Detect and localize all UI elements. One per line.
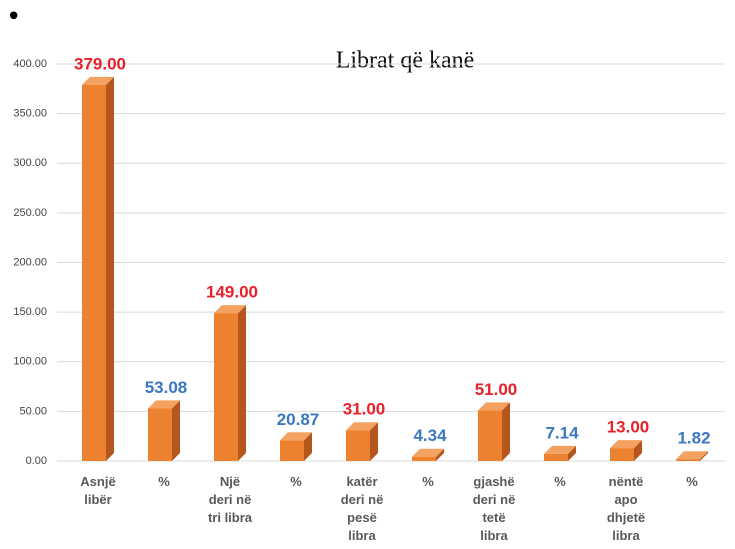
bar-top — [148, 400, 180, 409]
y-tick-label: 0.00 — [26, 455, 47, 467]
bar — [676, 459, 700, 461]
value-label: 379.00 — [74, 54, 126, 73]
bar — [544, 453, 568, 461]
x-tick-label: Një deri në tri libra — [207, 474, 253, 525]
x-tick-label: gjashë deri në tetë libra — [472, 474, 516, 543]
value-label: 51.00 — [475, 380, 518, 399]
bar-side — [436, 448, 444, 461]
bar-side — [106, 76, 114, 461]
bar — [412, 456, 436, 461]
y-tick-label: 250.00 — [13, 207, 47, 219]
bar-top — [610, 440, 642, 449]
value-label: 20.87 — [277, 410, 320, 429]
bar-side — [238, 305, 246, 461]
x-tick-label: % — [422, 474, 434, 489]
bar-top — [544, 445, 576, 454]
value-label: 4.34 — [413, 426, 447, 445]
value-label: 149.00 — [206, 283, 258, 302]
bar — [478, 410, 502, 461]
bar — [346, 430, 370, 461]
y-tick-label: 300.00 — [13, 157, 47, 169]
x-tick-label: % — [686, 474, 698, 489]
bar — [280, 440, 304, 461]
bullet: • — [6, 2, 22, 32]
y-tick-label: 400.00 — [13, 58, 47, 70]
value-label: 53.08 — [145, 378, 188, 397]
bar-top — [82, 76, 114, 85]
value-label: 31.00 — [343, 400, 386, 419]
value-label: 13.00 — [607, 418, 650, 437]
y-tick-label: 150.00 — [13, 306, 47, 318]
bar — [214, 313, 238, 461]
bar-side — [370, 422, 378, 461]
y-tick-label: 50.00 — [19, 405, 47, 417]
x-tick-label: % — [158, 474, 170, 489]
bar-side — [172, 400, 180, 461]
bar-side — [304, 432, 312, 461]
bar-side — [700, 451, 708, 461]
bar-top — [214, 305, 246, 314]
x-tick-label: % — [554, 474, 566, 489]
y-tick-label: 350.00 — [13, 108, 47, 120]
bar — [82, 84, 106, 461]
value-label: 1.82 — [677, 429, 710, 448]
y-tick-label: 200.00 — [13, 256, 47, 268]
bar-top — [280, 432, 312, 441]
bar-top — [412, 448, 444, 457]
bar — [610, 448, 634, 461]
bar — [148, 408, 172, 461]
y-tick-label: 100.00 — [13, 356, 47, 368]
bar-side — [502, 402, 510, 461]
bar-side — [568, 445, 576, 461]
bar-top — [478, 402, 510, 411]
x-tick-label: Asnjë libër — [80, 474, 116, 507]
x-tick-label: % — [290, 474, 302, 489]
value-label: 7.14 — [545, 423, 579, 442]
x-tick-label: katër deri në pesë libra — [340, 474, 384, 543]
chart-title: Librat që kanë — [336, 48, 475, 74]
bar-top — [346, 422, 378, 431]
bar-side — [634, 440, 642, 461]
bar-top — [676, 451, 708, 460]
x-tick-label: nëntë apo dhjetë libra — [606, 474, 646, 543]
